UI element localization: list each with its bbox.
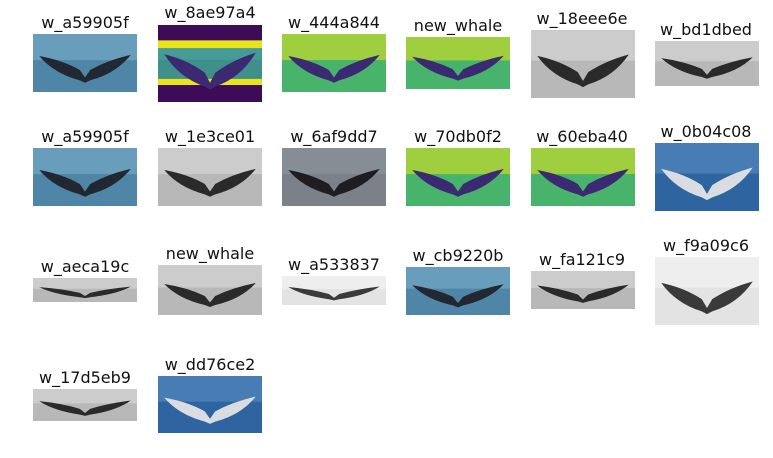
whale-fluke-image: [655, 257, 759, 325]
whale-id-label: w_a59905f: [41, 13, 129, 32]
whale-id-label: w_444a844: [288, 13, 380, 32]
whale-fluke-image: [33, 389, 137, 421]
whale-fluke-image: [158, 148, 262, 206]
whale-id-label: w_fa121c9: [538, 250, 626, 269]
whale-id-label: w_cb9220b: [412, 246, 504, 265]
whale-id-label: w_70db0f2: [414, 127, 502, 146]
whale-id-label: w_f9a09c6: [662, 236, 750, 255]
whale-id-label: w_a533837: [288, 255, 380, 274]
whale-id-label: w_dd76ce2: [164, 355, 256, 374]
whale-id-label: w_aeca19c: [40, 257, 130, 276]
whale-fluke-image: [406, 37, 510, 89]
whale-id-label: new_whale: [165, 244, 255, 263]
whale-id-label: w_60eba40: [536, 127, 628, 146]
whale-fluke-image: [406, 267, 510, 315]
whale-fluke-image: [282, 276, 386, 305]
whale-id-label: w_a59905f: [41, 127, 129, 146]
whale-fluke-image: [531, 30, 635, 98]
whale-id-label: w_0b04c08: [660, 122, 752, 141]
whale-fluke-image: [531, 148, 635, 206]
whale-fluke-image: [282, 34, 386, 92]
whale-fluke-image: [282, 148, 386, 206]
whale-fluke-image: [158, 376, 262, 433]
whale-id-label: w_bd1dbed: [660, 20, 752, 39]
whale-fluke-image: [158, 25, 262, 102]
whale-fluke-image: [158, 265, 262, 315]
whale-fluke-image: [655, 41, 759, 86]
whale-id-label: w_17d5eb9: [39, 368, 131, 387]
whale-fluke-image: [33, 34, 137, 92]
whale-id-label: new_whale: [413, 16, 503, 35]
whale-fluke-image: [531, 271, 635, 309]
whale-id-label: w_8ae97a4: [164, 3, 256, 22]
whale-id-label: w_18eee6e: [536, 9, 628, 28]
whale-fluke-image: [406, 148, 510, 206]
whale-id-label: w_1e3ce01: [164, 127, 256, 146]
whale-id-label: w_6af9dd7: [290, 127, 378, 146]
whale-fluke-image: [33, 278, 137, 302]
whale-fluke-image: [655, 143, 759, 211]
whale-fluke-image: [33, 148, 137, 206]
